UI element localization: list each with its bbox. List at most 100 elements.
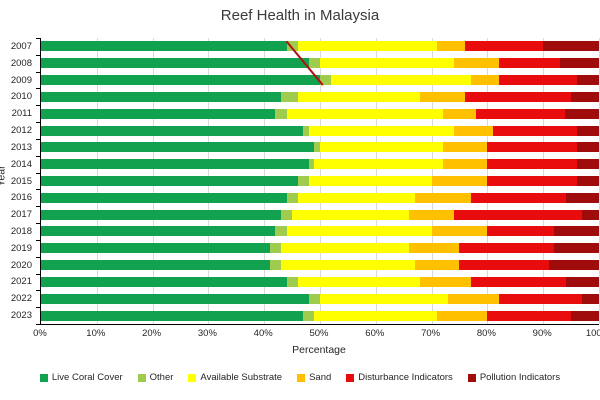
bar-segment xyxy=(576,142,599,153)
y-axis-tick xyxy=(36,71,40,73)
x-tick-label: 90% xyxy=(532,328,552,339)
bar-segment xyxy=(280,209,293,220)
bar-segment xyxy=(297,176,309,186)
bar-segment xyxy=(303,125,309,136)
bar-segment xyxy=(292,209,410,220)
bar-row-2014 xyxy=(41,159,599,170)
bar-segment xyxy=(308,125,454,136)
legend-item: Sand xyxy=(297,372,331,383)
legend-swatch-icon xyxy=(346,373,355,382)
bar-segment xyxy=(41,125,304,136)
bar-segment xyxy=(565,192,599,203)
y-axis-tick xyxy=(36,223,40,225)
chart-title: Reef Health in Malaysia xyxy=(220,7,380,24)
bar-segment xyxy=(487,159,577,170)
bar-row-2010 xyxy=(41,91,599,102)
bar-segment xyxy=(286,276,298,287)
bar-segment xyxy=(41,192,287,203)
y-axis-tick xyxy=(36,256,40,258)
bar-row-2020 xyxy=(41,260,599,271)
x-tick-label: 80% xyxy=(476,328,496,339)
y-tick-label: 2008 xyxy=(10,57,32,69)
bar-segment xyxy=(554,226,599,237)
legend-label: Live Coral Cover xyxy=(51,372,123,383)
bar-row-2023 xyxy=(41,310,599,321)
x-tick-label: 10% xyxy=(86,328,106,339)
bar-segment xyxy=(437,310,488,321)
bar-segment xyxy=(41,58,309,69)
legend-swatch-icon xyxy=(39,373,48,382)
y-axis-tick xyxy=(36,38,40,39)
bar-row-2015 xyxy=(41,176,599,186)
bar-segment xyxy=(559,58,599,69)
bar-segment xyxy=(414,192,471,203)
bar-segment xyxy=(409,209,454,220)
bar-segment xyxy=(420,276,471,287)
bar-segment xyxy=(41,142,315,153)
bar-segment xyxy=(453,58,499,69)
legend-label: Other xyxy=(149,372,174,383)
bar-segment xyxy=(582,209,599,220)
x-axis-labels: 0% 10% 20% 30% 40% 50% 60% 70% 80% 90% 100% xyxy=(33,328,600,340)
plot-area xyxy=(36,38,600,325)
bar-segment xyxy=(320,75,332,86)
bar-segment xyxy=(437,41,466,52)
bar-segment xyxy=(487,310,572,321)
bar-segment xyxy=(409,243,460,254)
x-tick-label: 70% xyxy=(421,328,441,339)
y-tick-label: 2018 xyxy=(10,225,32,237)
bar-row-2013 xyxy=(41,142,599,153)
legend-item: Pollution Indicators xyxy=(467,372,560,383)
bar-row-2009 xyxy=(41,75,599,86)
bar-segment xyxy=(314,142,320,153)
bar-segment xyxy=(286,108,443,119)
bar-segment xyxy=(286,226,432,237)
y-axis-labels: 2007 2008 2009 2010 2011 2012 2013 2014 2015 2016… xyxy=(0,38,35,324)
bar-segment xyxy=(571,310,599,321)
bar-segment xyxy=(465,41,544,52)
bar-segment xyxy=(297,192,415,203)
bar-segment xyxy=(487,226,555,237)
y-axis-tick xyxy=(36,324,40,325)
y-tick-label: 2020 xyxy=(10,259,32,271)
bar-segment xyxy=(448,293,499,304)
bar-segment xyxy=(41,276,287,287)
bar-segment xyxy=(453,125,493,136)
bar-segment xyxy=(492,125,577,136)
y-tick-label: 2011 xyxy=(11,108,32,120)
y-tick-label: 2012 xyxy=(10,125,32,137)
bar-segment xyxy=(442,159,488,170)
bar-segment xyxy=(431,176,488,186)
bar-segment xyxy=(420,91,466,102)
bar-segment xyxy=(308,293,320,304)
y-tick-label: 2019 xyxy=(10,242,32,254)
bar-segment xyxy=(269,243,281,254)
bar-segment xyxy=(470,276,566,287)
y-axis-tick xyxy=(36,172,40,174)
bar-segment xyxy=(576,176,599,186)
y-axis-tick xyxy=(36,138,40,140)
bar-segment xyxy=(319,58,454,69)
bar-segment xyxy=(280,243,410,254)
bar-segment xyxy=(571,91,599,102)
bar-segment xyxy=(41,41,287,52)
legend-label: Disturbance Indicators xyxy=(358,372,453,383)
bar-segment xyxy=(548,260,599,271)
bar-segment xyxy=(470,192,566,203)
bar-segment xyxy=(459,243,555,254)
bar-segment xyxy=(331,75,471,86)
y-axis-tick xyxy=(36,105,40,107)
legend-swatch-icon xyxy=(297,373,306,382)
bar-row-2017 xyxy=(41,209,599,220)
bar-segment xyxy=(319,293,449,304)
y-tick-label: 2015 xyxy=(10,175,32,187)
y-tick-label: 2023 xyxy=(10,310,32,322)
bar-segment xyxy=(487,142,577,153)
bar-row-2021 xyxy=(41,276,599,287)
y-axis-tick xyxy=(36,122,40,124)
bar-segment xyxy=(41,260,270,271)
bar-segment xyxy=(41,91,281,102)
chart-legend: Live Coral Cover Other Available Substrate… xyxy=(0,372,600,383)
x-tick-label: 0% xyxy=(33,328,47,339)
bar-segment xyxy=(41,176,298,186)
